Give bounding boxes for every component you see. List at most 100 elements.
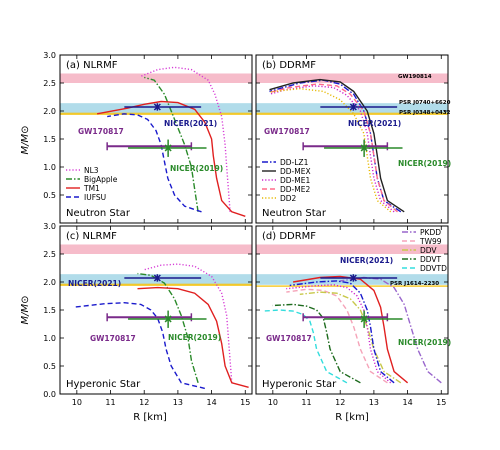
y-tick-label: 2.5 xyxy=(43,79,56,88)
nicer2021-marker xyxy=(153,274,161,282)
legend-label: DD2 xyxy=(280,194,297,203)
panel-b-star-type: Neutron Star xyxy=(262,208,327,219)
annotation-label: NICER(2019) xyxy=(398,338,451,347)
x-tick-label: 13 xyxy=(369,398,379,407)
eos-curve-bigapple xyxy=(144,76,199,212)
panel-a-title: (a) NLRMF xyxy=(66,60,118,71)
x-tick-label: 11 xyxy=(301,398,311,407)
legend-label: TM1 xyxy=(83,184,100,193)
legend-label: NL3 xyxy=(84,166,99,175)
eos-curve-nl3 xyxy=(144,263,233,383)
annotation-label: NICER(2021) xyxy=(68,279,121,288)
annotation-label: NICER(2019) xyxy=(170,164,223,173)
eos-curve-ddvt xyxy=(272,303,361,384)
legend-label: DDVTD xyxy=(420,264,447,273)
y-tick-label: 0.0 xyxy=(43,390,56,399)
legend-label: TW99 xyxy=(419,237,442,246)
legend-label: DD-ME2 xyxy=(280,185,310,194)
x-axis-label-left: R [km] xyxy=(133,412,167,423)
annotation-label: NICER(2021) xyxy=(340,256,393,265)
panel-c-title: (c) NLRMF xyxy=(66,231,117,242)
x-tick-label: 14 xyxy=(206,398,216,407)
y-tick-label: 0.5 xyxy=(43,191,56,200)
legend-label: BigApple xyxy=(84,175,118,184)
y-tick-label: 3.0 xyxy=(43,222,56,231)
panel-b-frame xyxy=(255,54,449,224)
y-tick-label: 1.0 xyxy=(43,163,56,172)
panel-a-frame xyxy=(59,54,253,224)
eos-curve-iufsu xyxy=(107,113,202,213)
nicer2019-marker xyxy=(360,144,368,152)
eos-curve-ddvtd xyxy=(262,309,348,384)
x-tick-label: 15 xyxy=(240,398,250,407)
gw190814-band xyxy=(60,244,252,254)
legend-label: DDV xyxy=(420,246,437,255)
legend-label: IUFSU xyxy=(84,193,106,202)
annotation-label: NICER(2021) xyxy=(348,119,401,128)
nicer2019-marker xyxy=(360,315,368,323)
eos-curve-tm1 xyxy=(96,100,246,217)
x-tick-label: 12 xyxy=(335,398,345,407)
eos-curve-tw99 xyxy=(286,288,388,384)
y-tick-label: 2.0 xyxy=(43,278,56,287)
annotation-label: GW170817 xyxy=(90,334,136,343)
psr-j0348-band xyxy=(60,112,252,115)
eos-curve-dd2 xyxy=(269,87,392,213)
eos-curve-series-7 xyxy=(286,284,392,384)
annotation-label: NICER(2019) xyxy=(398,159,451,168)
panel-c: 0.0 0.5 1.0 1.5 2.0 2.5 3.0 10 11 12 13 14 15 NICER(… xyxy=(43,222,253,407)
eos-curve-series-6 xyxy=(289,280,395,384)
y-tick-label: 1.5 xyxy=(43,306,56,315)
nicer2019-marker xyxy=(164,315,172,323)
y-tick-label: 2.0 xyxy=(43,107,56,116)
x-tick-label: 10 xyxy=(268,398,278,407)
annotation-label: GW170817 xyxy=(78,127,124,136)
y-tick-label: 1.0 xyxy=(43,334,56,343)
annotation-label: PSR J0348+0432 xyxy=(399,110,451,116)
x-axis-label-right: R [km] xyxy=(335,412,369,423)
legend-label: DD-LZ1 xyxy=(280,158,309,167)
panel-d-star-type: Hyperonic Star xyxy=(262,379,337,390)
x-tick-label: 13 xyxy=(173,398,183,407)
annotation-label: GW190814 xyxy=(398,74,432,80)
nicer2021-marker xyxy=(153,103,161,111)
y-tick-label: 1.5 xyxy=(43,135,56,144)
x-tick-label: 14 xyxy=(402,398,412,407)
x-tick-label: 10 xyxy=(72,398,82,407)
panel-d-title: (d) DDRMF xyxy=(262,231,316,242)
y-tick-label: 3.0 xyxy=(43,51,56,60)
y-tick-label: 0.5 xyxy=(43,362,56,371)
eos-curve-nl3 xyxy=(140,66,231,212)
panel-a: 0.5 1.0 1.5 2.0 2.5 3.0 GW170817 NICER(2021) NI… xyxy=(43,51,253,224)
x-tick-label: 11 xyxy=(105,398,115,407)
annotation-label: GW170817 xyxy=(266,334,312,343)
gw190814-band xyxy=(256,244,448,254)
eos-curve-series-5 xyxy=(292,275,409,384)
panel-b-title: (b) DDRMF xyxy=(262,60,316,71)
y-axis-label-top: M/M⊙ xyxy=(20,125,31,154)
eos-curve-dd-mex xyxy=(269,78,405,213)
x-tick-label: 15 xyxy=(436,398,446,407)
panel-a-star-type: Neutron Star xyxy=(66,208,131,219)
psr-j0348-band xyxy=(256,112,448,115)
legend-label: DD-ME1 xyxy=(280,176,310,185)
eos-curve-iufsu xyxy=(73,301,205,390)
eos-curve-tm1 xyxy=(137,286,249,388)
annotation-label: GW170817 xyxy=(264,127,310,136)
x-tick-label: 12 xyxy=(139,398,149,407)
psr-j1614-band xyxy=(256,285,448,287)
annotation-label: PSR J1614-2230 xyxy=(390,281,439,287)
panel-c-star-type: Hyperonic Star xyxy=(66,379,141,390)
annotation-label: PSR J0740+6620 xyxy=(399,100,451,106)
gw190814-band xyxy=(256,73,448,83)
panel-c-frame xyxy=(59,225,253,395)
y-axis-label-bottom: M/M⊙ xyxy=(20,295,31,324)
psr-j0348-band xyxy=(60,283,252,286)
panel-d-frame xyxy=(255,225,449,395)
legend-label: DDVT xyxy=(420,255,442,264)
legend-label: PKDD xyxy=(420,228,441,237)
